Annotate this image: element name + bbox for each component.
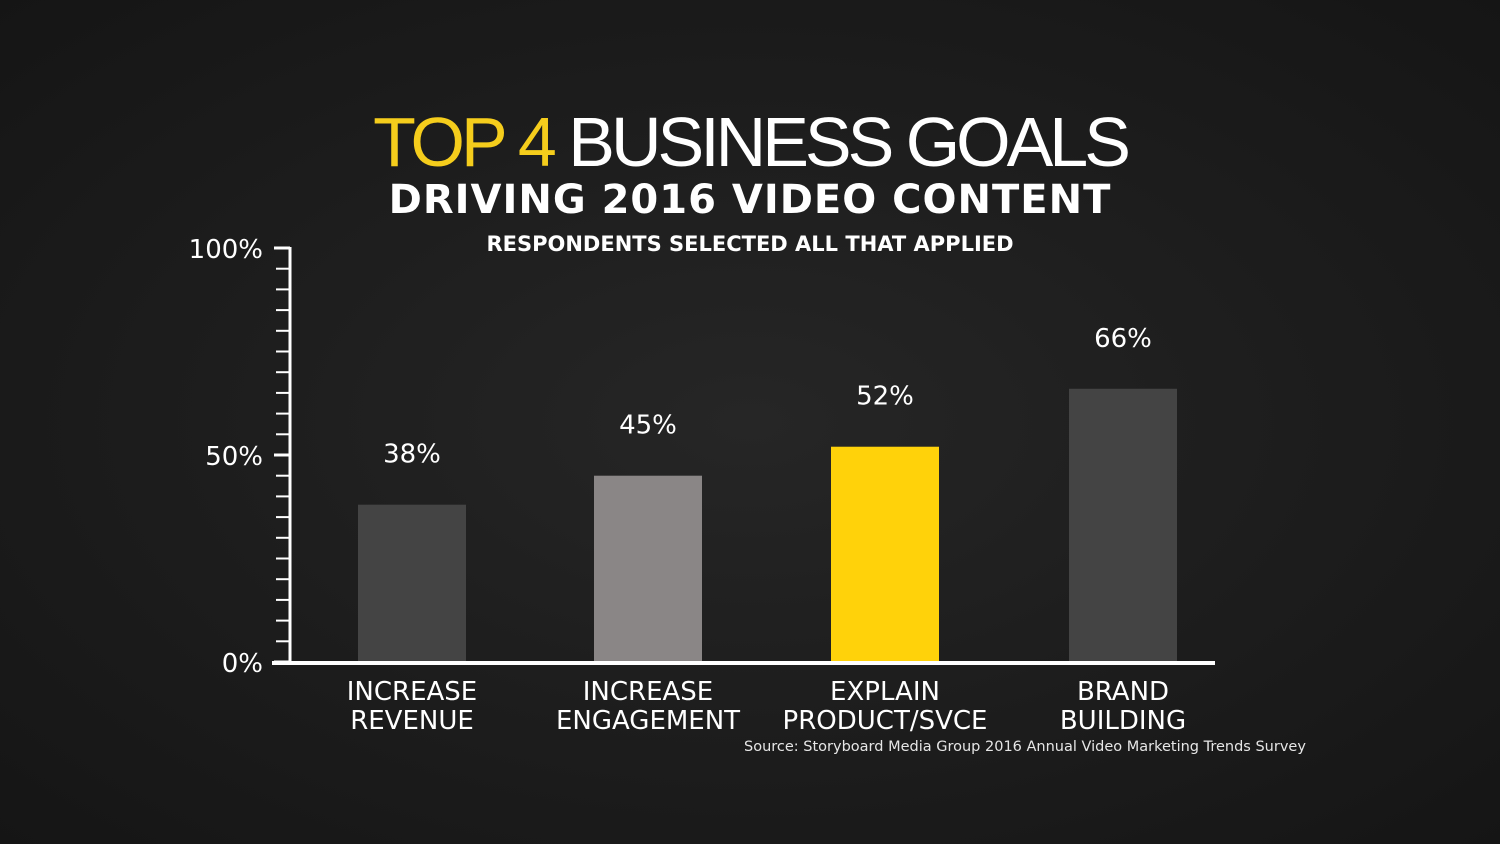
x-tick-label: BUILDING [1060, 706, 1186, 736]
x-tick-label: INCREASE [347, 677, 477, 707]
bar [831, 446, 939, 662]
x-tick-label: EXPLAIN [830, 677, 940, 707]
chart-title: TOP 4 BUSINESS GOALS [0, 102, 1500, 182]
bar [1069, 388, 1177, 662]
respondents-note: RESPONDENTS SELECTED ALL THAT APPLIED [486, 232, 1014, 256]
data-label: 38% [383, 440, 441, 470]
x-tick-label: BRAND [1077, 677, 1169, 707]
y-tick-label: 0% [222, 649, 263, 679]
x-tick-label: INCREASE [583, 677, 713, 707]
data-label: 52% [856, 382, 914, 412]
data-label: 66% [1094, 324, 1152, 354]
x-tick-label: ENGAGEMENT [556, 706, 740, 736]
x-tick-label: PRODUCT/SVCE [783, 706, 988, 736]
x-tick-label: REVENUE [350, 706, 474, 736]
source-note: Source: Storyboard Media Group 2016 Annu… [744, 739, 1306, 755]
chart-subtitle: DRIVING 2016 VIDEO CONTENT [388, 177, 1112, 223]
y-tick-label: 100% [189, 235, 263, 265]
bar [594, 475, 702, 662]
data-label: 45% [619, 411, 677, 441]
title-rest: BUSINESS GOALS [568, 103, 1131, 181]
title-highlight: TOP 4 [373, 103, 557, 181]
y-tick-label: 50% [205, 442, 263, 472]
bar [358, 504, 466, 662]
